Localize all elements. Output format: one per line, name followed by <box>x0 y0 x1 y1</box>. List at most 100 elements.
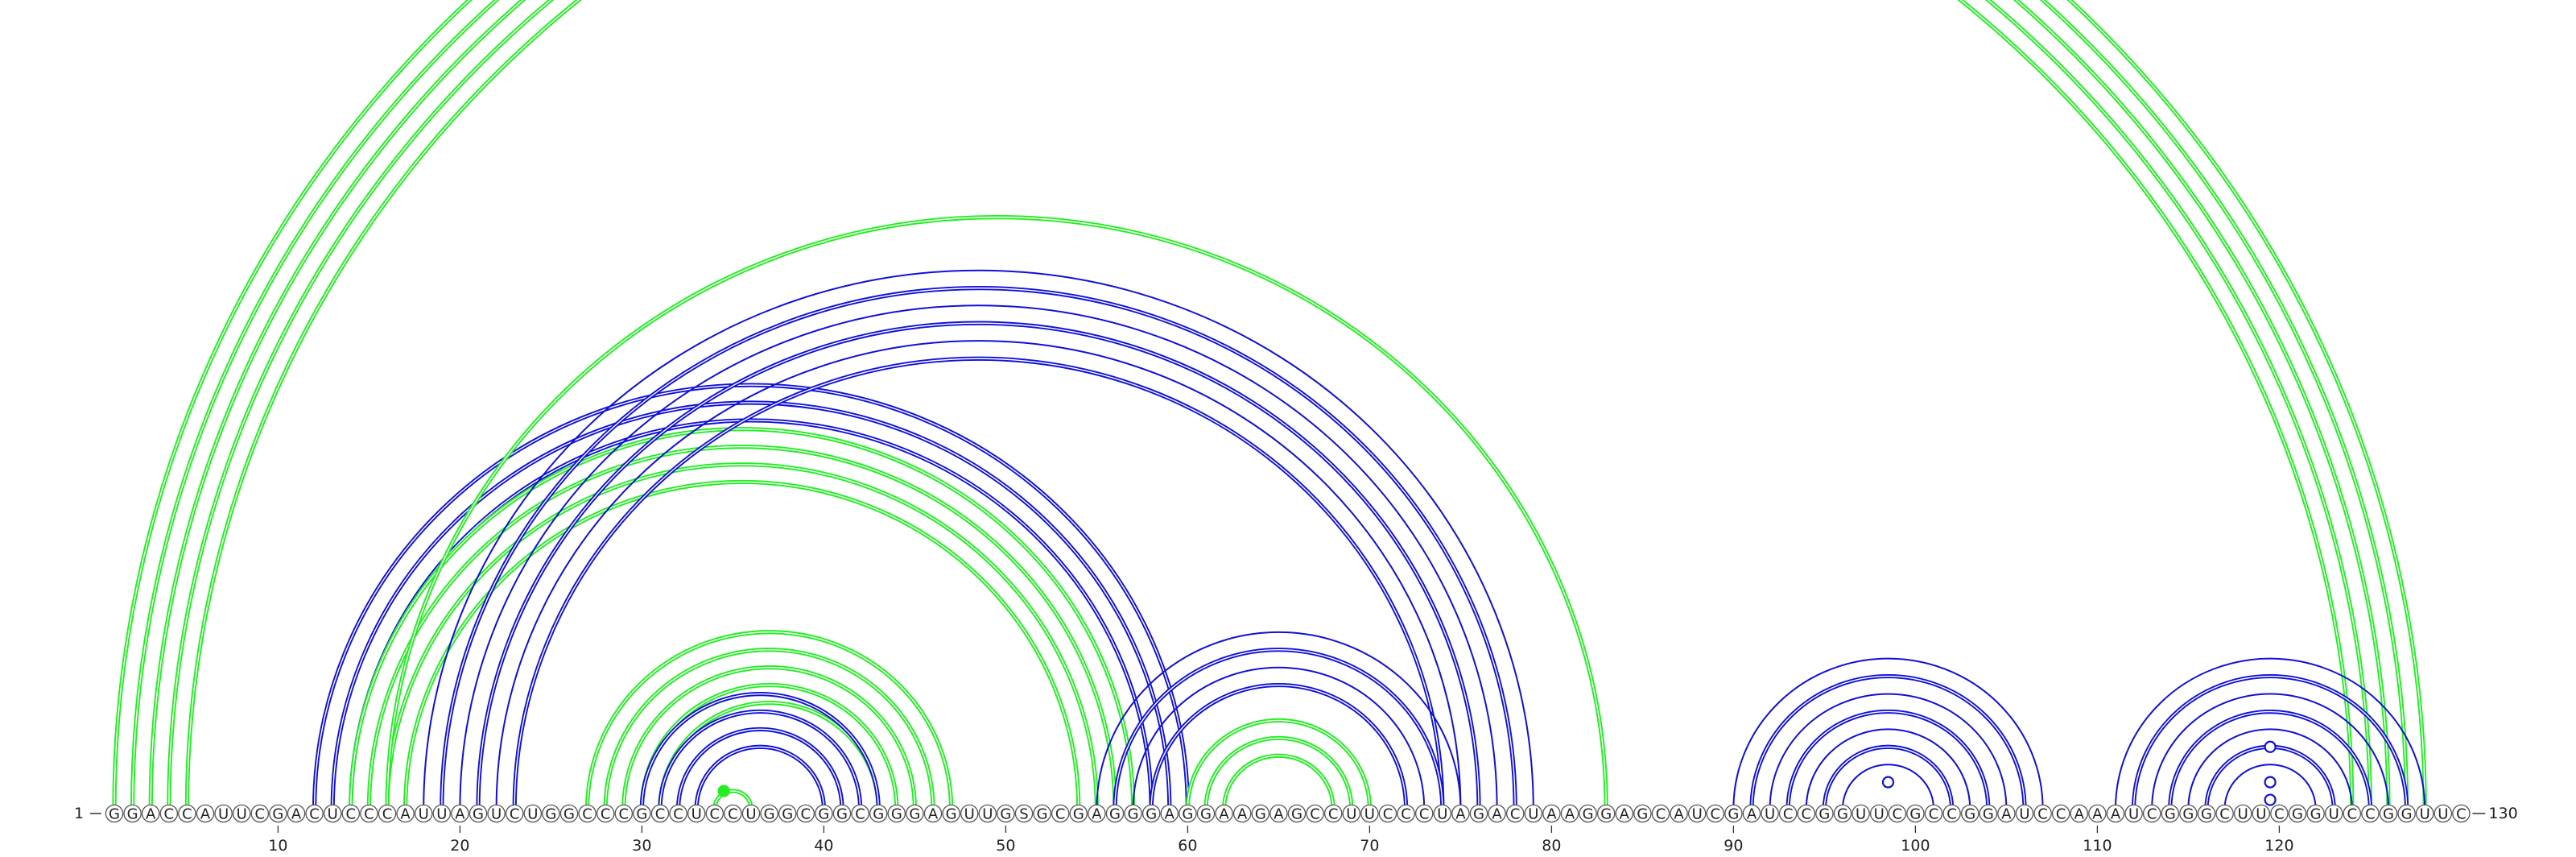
base-pair-arc <box>1769 693 2008 809</box>
nucleotide: C <box>1378 804 1397 823</box>
nucleotide: G <box>1124 804 1142 823</box>
nucleotide: C <box>2051 804 2070 823</box>
nucleotide: C <box>669 804 687 823</box>
nucleotide: G <box>2179 804 2198 823</box>
nucleotide-circle <box>2288 804 2307 823</box>
nucleotide-circle <box>396 804 415 823</box>
nucleotide-circle <box>141 804 160 823</box>
nucleotide: C <box>1414 804 1434 823</box>
base-pair-arc <box>1785 709 1991 809</box>
nucleotide: G <box>2161 804 2180 823</box>
nucleotide-letter: U <box>2420 806 2430 823</box>
nucleotide-letter: U <box>1364 806 1375 823</box>
nucleotide-circle <box>1160 804 1179 823</box>
base-pair-arc-gap <box>514 358 1443 809</box>
nucleotide-letter: U <box>745 806 756 823</box>
nucleotide: G <box>942 804 960 823</box>
nucleotide: C <box>614 804 634 823</box>
nucleotide: G <box>1833 804 1852 823</box>
nucleotide-circle <box>178 804 196 823</box>
nucleotide-letter: G <box>2310 806 2322 823</box>
nucleotide-circle <box>760 804 778 823</box>
nucleotide-letter: C <box>801 806 811 823</box>
nucleotide: G <box>887 804 906 823</box>
nucleotide-circle <box>1196 804 1216 823</box>
base-pair-arc-gap <box>114 0 2425 809</box>
nucleotide: G <box>997 804 1015 823</box>
nucleotide: C <box>2142 804 2161 823</box>
base-pair-arc <box>1805 728 1971 809</box>
nucleotide-circle <box>323 804 342 823</box>
nucleotide: U <box>1869 804 1889 823</box>
nucleotide: G <box>633 804 651 823</box>
nucleotide-circle <box>1215 804 1233 823</box>
tick-label: 110 <box>2083 837 2112 855</box>
nucleotide: C <box>1924 804 1943 823</box>
nucleotide-circle <box>505 804 524 823</box>
nucleotide-letter: A <box>1620 806 1630 823</box>
nucleotide: G <box>1906 804 1925 823</box>
nucleotide-circle <box>596 804 615 823</box>
nucleotide-letter: C <box>164 806 175 823</box>
nucleotide-circle <box>2397 804 2416 823</box>
nucleotide: G <box>2379 804 2398 823</box>
nucleotide: U <box>960 804 979 823</box>
nucleotide-circle <box>360 804 378 823</box>
nucleotide: A <box>923 804 943 823</box>
nucleotide-letter: G <box>1964 806 1975 823</box>
nucleotide-circle <box>523 804 543 823</box>
base-pair-arc-gap <box>586 631 952 809</box>
nucleotide: U <box>1524 804 1543 823</box>
nucleotide-letter: A <box>2111 806 2121 823</box>
nucleotide-circle <box>832 804 852 823</box>
nucleotide: A <box>396 804 415 823</box>
nucleotide-letter: C <box>1929 806 1939 823</box>
nucleotide: U <box>523 804 543 823</box>
nucleotide-circle <box>2033 804 2052 823</box>
nucleotide-letter: A <box>1747 806 1757 823</box>
base-pair-arc-gap <box>350 428 1134 809</box>
nucleotide: G <box>559 804 579 823</box>
nucleotide: G <box>1069 804 1088 823</box>
nucleotide-letter: C <box>364 806 374 823</box>
nucleotide-circle <box>1670 804 1688 823</box>
nucleotide-circle <box>705 804 724 823</box>
base-pair-arc <box>658 709 863 809</box>
nucleotide-letter: C <box>510 806 520 823</box>
nucleotide-circle <box>250 804 270 823</box>
nucleotide-letter: U <box>1528 806 1538 823</box>
nucleotide: U <box>2233 804 2252 823</box>
arc-marker <box>2264 776 2277 789</box>
nucleotide-letter: G <box>1255 806 1266 823</box>
nucleotide-letter: U <box>2256 806 2266 823</box>
nucleotide-letter: C <box>1328 806 1339 823</box>
nucleotide-letter: C <box>1783 806 1794 823</box>
nucleotide-circle <box>1924 804 1943 823</box>
nucleotide-letter: G <box>873 806 884 823</box>
nucleotide-letter: A <box>291 806 302 823</box>
nucleotide-circle <box>778 804 797 823</box>
nucleotide-circle <box>105 804 124 823</box>
nucleotide: A <box>1451 804 1470 823</box>
base-pair-arc-gap <box>404 481 1080 809</box>
base-pair-arc-gap <box>1150 684 1407 809</box>
nucleotide-letter: C <box>1310 806 1320 823</box>
nucleotide: G <box>778 804 797 823</box>
nucleotide: U <box>487 804 506 823</box>
nucleotide-circle <box>1088 804 1106 823</box>
nucleotide-circle <box>559 804 579 823</box>
nucleotide-circle <box>378 804 397 823</box>
nucleotide-circle <box>1633 804 1652 823</box>
tick-label: 80 <box>1542 837 1561 855</box>
nucleotide: G <box>269 804 287 823</box>
nucleotide-letter: G <box>1473 806 1484 823</box>
nucleotide: G <box>1287 804 1307 823</box>
nucleotide: G <box>1469 804 1488 823</box>
tick-label: 10 <box>268 837 287 855</box>
nucleotide-circle <box>1051 804 1070 823</box>
nucleotide: G <box>1633 804 1652 823</box>
nucleotide-circle <box>1378 804 1397 823</box>
nucleotide: U <box>323 804 342 823</box>
nucleotide-letter: U <box>1765 806 1775 823</box>
nucleotide-letter: G <box>1583 806 1594 823</box>
